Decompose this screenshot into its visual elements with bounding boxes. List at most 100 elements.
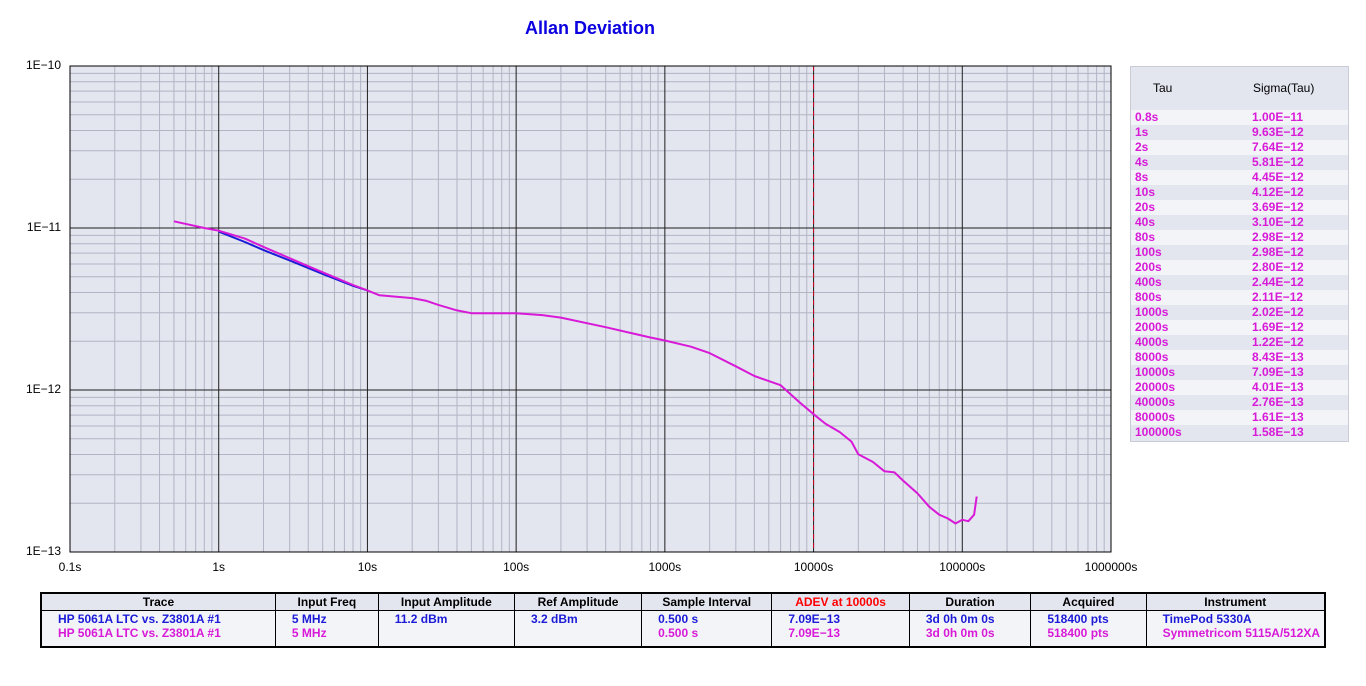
tau-row: 400s 2.44E−12 [1131, 275, 1348, 290]
x-tick-label: 10000s [793, 560, 834, 574]
stats-header-row: Trace Input Freq Input Amplitude Ref Amplit… [42, 594, 1324, 611]
stats-value: 5 MHz [291, 612, 327, 626]
tau-row: 0.8s 1.00E−11 [1131, 110, 1348, 125]
tau-value: 2000s [1135, 320, 1169, 334]
stats-column-header: Instrument [1146, 594, 1324, 611]
stats-cell: 5 MHz 5 MHz [275, 610, 379, 646]
tau-row: 80000s 1.61E−13 [1131, 410, 1348, 425]
x-tick-label: 1000000s [1084, 560, 1138, 574]
y-tick-label: 1E−12 [25, 382, 61, 396]
tau-row: 20s 3.69E−12 [1131, 200, 1348, 215]
stats-value: Symmetricom 5115A/512XA [1162, 626, 1320, 640]
y-tick-label: 1E−10 [25, 58, 61, 72]
tau-value: 2s [1135, 140, 1149, 154]
sigma-value: 8.43E−13 [1252, 350, 1304, 364]
stats-column-header: Trace [42, 594, 276, 611]
sigma-value: 2.80E−12 [1252, 260, 1304, 274]
x-tick-label: 0.1s [58, 560, 82, 574]
tau-row: 4s 5.81E−12 [1131, 155, 1348, 170]
stats-cell: TimePod 5330A Symmetricom 5115A/512XA [1146, 611, 1324, 647]
sigma-value: 4.12E−12 [1252, 185, 1304, 199]
sigma-value: 1.22E−12 [1252, 335, 1304, 349]
x-tick-label: 100s [503, 560, 530, 574]
stats-value: 5 MHz [291, 626, 327, 640]
tau-row: 2000s 1.69E−12 [1131, 320, 1348, 335]
stats-cell: 3d 0h 0m 0s 3d 0h 0m 0s [909, 610, 1032, 646]
tau-row: 10000s 7.09E−13 [1131, 365, 1348, 380]
tau-value: 40s [1135, 215, 1156, 229]
tau-value: 400s [1135, 275, 1162, 289]
stats-cell: HP 5061A LTC vs. Z3801A #1 HP 5061A LTC v… [42, 610, 276, 646]
tau-value: 80000s [1135, 410, 1176, 424]
stats-value: HP 5061A LTC vs. Z3801A #1 [58, 612, 221, 626]
stats-value: 7.09E−13 [788, 612, 841, 626]
tau-row: 2s 7.64E−12 [1131, 140, 1348, 155]
chart-title: Allan Deviation [524, 18, 656, 38]
sigma-value: 2.44E−12 [1252, 275, 1304, 289]
tau-row: 1000s 2.02E−12 [1131, 305, 1348, 320]
sigma-value: 9.63E−12 [1252, 125, 1304, 139]
tau-value: 40000s [1135, 395, 1176, 409]
stats-value: 0.500 s [658, 626, 699, 640]
sigma-value: 1.00E−11 [1252, 110, 1304, 124]
sigma-value: 3.69E−12 [1252, 200, 1304, 214]
y-tick-label: 1E−11 [26, 220, 61, 234]
tau-row: 40000s 2.76E−13 [1131, 395, 1348, 410]
stats-cell: 7.09E−13 7.09E−13 [771, 610, 910, 646]
sigma-value: 2.98E−12 [1252, 230, 1304, 244]
sigma-value: 2.76E−13 [1252, 395, 1304, 409]
sigma-value: 3.10E−12 [1252, 215, 1304, 229]
stats-column-header: Sample Interval [641, 594, 773, 611]
tau-value: 100s [1135, 245, 1162, 259]
tau-value: 80s [1135, 230, 1156, 244]
tau-row: 100s 2.98E−12 [1131, 245, 1348, 260]
tau-row: 8s 4.45E−12 [1131, 170, 1348, 185]
tau-row: 20000s 4.01E−13 [1131, 380, 1348, 395]
stats-cell: 11.2 dBm [378, 610, 515, 646]
plot-area [70, 66, 1111, 552]
tau-row: 8000s 8.43E−13 [1131, 350, 1348, 365]
tau-value: 200s [1135, 260, 1162, 274]
stats-value: 3d 0h 0m 0s [925, 626, 995, 640]
stats-column-header: ADEV at 10000s [771, 594, 910, 611]
series-line-2 [173, 220, 978, 525]
tau-rows: 0.8s 1.00E−11 1s 9.63E−12 2s 7.64E−12 4s 5.81E−… [1131, 110, 1348, 440]
sigma-value: 1.69E−12 [1252, 320, 1304, 334]
stats-cell: 3.2 dBm [514, 610, 643, 646]
tau-row: 1s 9.63E−12 [1131, 125, 1348, 140]
stats-value: 0.500 s [658, 612, 699, 626]
stats-value: HP 5061A LTC vs. Z3801A #1 [58, 626, 221, 640]
tau-value: 800s [1135, 290, 1162, 304]
stats-column-header: Input Amplitude [378, 594, 515, 611]
trace-stats-table: Trace Input Freq Input Amplitude Ref Amplit… [40, 592, 1326, 648]
stats-value: 518400 pts [1047, 626, 1109, 640]
x-tick-label: 1000s [648, 560, 682, 574]
tau-row: 4000s 1.22E−12 [1131, 335, 1348, 350]
tau-value: 20s [1135, 200, 1156, 214]
tau-value: 4s [1135, 155, 1149, 169]
tau-header: Tau [1153, 81, 1173, 95]
tau-value: 1s [1135, 125, 1149, 139]
x-tick-label: 10s [357, 560, 378, 574]
tau-value: 8s [1135, 170, 1149, 184]
tau-sigma-table: Tau Sigma(Tau) 0.8s 1.00E−11 1s 9.63E−12 2s 7… [1130, 66, 1349, 442]
tau-value: 0.8s [1135, 110, 1159, 124]
sigma-value: 4.45E−12 [1252, 170, 1304, 184]
tau-row: 40s 3.10E−12 [1131, 215, 1348, 230]
sigma-value: 2.02E−12 [1252, 305, 1304, 319]
stats-value: TimePod 5330A [1162, 612, 1252, 626]
plot-border [69, 65, 1112, 553]
stats-column-header: Acquired [1030, 594, 1147, 611]
tau-row: 200s 2.80E−12 [1131, 260, 1348, 275]
stats-value: 3.2 dBm [530, 612, 578, 626]
sigma-value: 7.09E−13 [1252, 365, 1304, 379]
sigma-value: 7.64E−12 [1252, 140, 1304, 154]
sigma-value: 1.61E−13 [1252, 410, 1304, 424]
sigma-value: 2.98E−12 [1252, 245, 1304, 259]
x-tick-label: 100000s [939, 560, 986, 574]
tau-value: 4000s [1135, 335, 1169, 349]
stats-value: 518400 pts [1047, 612, 1109, 626]
y-tick-label: 1E−13 [25, 544, 61, 558]
stats-cell: 0.500 s 0.500 s [641, 610, 773, 646]
